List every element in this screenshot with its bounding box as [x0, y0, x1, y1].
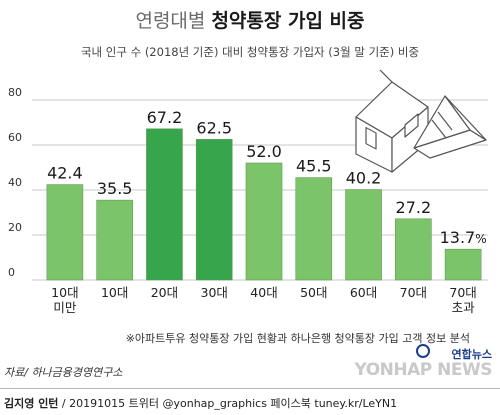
- data-label: 35.5: [97, 179, 133, 198]
- brand-korean: 연합뉴스: [451, 348, 492, 361]
- bar: [195, 139, 233, 281]
- brand-english: YONHAP NEWS: [354, 360, 493, 380]
- author-name: 김지영 인턴: [4, 397, 59, 410]
- x-tick-label: 60대: [350, 285, 377, 300]
- bar: [395, 218, 432, 281]
- data-label: 13.7%: [440, 228, 487, 247]
- analysis-note: ※아파트투유 청약통장 가입 현황과 하나은행 청약통장 가입 고객 정보 분석: [125, 332, 470, 345]
- footer-credit: 김지영 인턴 / 20191015 트위터 @yonhap_graphics 페…: [4, 395, 397, 411]
- x-tick-label: 70대: [400, 285, 427, 300]
- data-label: 45.5: [296, 157, 332, 176]
- x-tick-label: 70대: [449, 285, 476, 300]
- unit-label: %: [475, 232, 486, 246]
- bar: [146, 128, 183, 281]
- x-tick-label: 미만: [53, 300, 77, 315]
- passbook-icon: [413, 95, 487, 159]
- y-tick-label: 40: [8, 176, 22, 189]
- x-tick-label: 10대: [101, 285, 128, 300]
- chart-title: 연령대별 청약통장 가입 비중: [0, 6, 500, 33]
- x-tick-label: 40대: [250, 285, 277, 300]
- y-tick-label: 80: [8, 86, 22, 99]
- bar: [245, 162, 283, 281]
- bar: [444, 248, 482, 281]
- yonhap-logo: 연합뉴스 YONHAP NEWS: [344, 344, 494, 384]
- bar: [345, 189, 382, 281]
- chart-title-bold: 청약통장 가입 비중: [211, 10, 365, 32]
- x-tick-label: 20대: [151, 285, 178, 300]
- x-tick-label: 10대: [51, 285, 78, 300]
- globe-icon: [416, 344, 430, 358]
- data-label: 67.2: [147, 108, 183, 127]
- bar-layer: [46, 128, 482, 281]
- data-label: 52.0: [246, 142, 282, 161]
- label-layer: 42.410대미만35.510대67.220대62.530대52.040대45.…: [47, 108, 487, 315]
- footer-details: / 20191015 트위터 @yonhap_graphics 페이스북 tun…: [58, 397, 398, 410]
- y-tick-label: 0: [8, 266, 15, 279]
- house-icon: [355, 69, 429, 173]
- data-label: 27.2: [396, 198, 432, 217]
- source-text: 자료/ 하나금융경영연구소: [4, 366, 123, 379]
- footer-bar: 김지영 인턴 / 20191015 트위터 @yonhap_graphics 페…: [0, 388, 500, 415]
- chart-title-light: 연령대별: [135, 10, 206, 32]
- data-label: 42.4: [47, 164, 83, 183]
- y-tick-label: 60: [8, 131, 22, 144]
- data-label: 40.2: [346, 169, 382, 188]
- chart-subtitle: 국내 인구 수 (2018년 기준) 대비 청약통장 가입자 (3월 말 기준)…: [80, 45, 420, 59]
- bar: [295, 177, 333, 281]
- bar: [96, 199, 133, 281]
- x-tick-label: 50대: [300, 285, 327, 300]
- x-tick-label: 초과: [452, 300, 476, 315]
- bar: [46, 184, 84, 281]
- x-tick-label: 30대: [201, 285, 228, 300]
- data-label: 62.5: [196, 118, 232, 137]
- y-tick-label: 20: [8, 221, 22, 234]
